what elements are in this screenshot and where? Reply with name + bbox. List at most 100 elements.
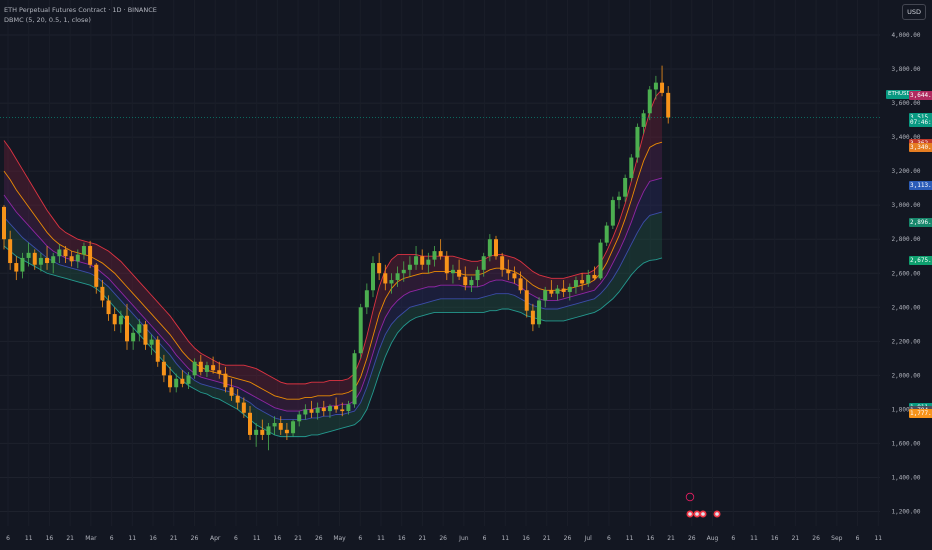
candle xyxy=(352,349,357,408)
candle-body xyxy=(653,82,658,90)
candle xyxy=(530,303,535,332)
candle-body xyxy=(69,256,74,262)
candle xyxy=(8,230,13,270)
candle xyxy=(426,252,431,274)
time-axis-label: 11 xyxy=(129,535,137,542)
time-axis-label: 16 xyxy=(647,535,655,542)
candle-body xyxy=(235,395,240,403)
time-axis-label: 26 xyxy=(688,535,696,542)
candle-body xyxy=(604,225,609,243)
candle xyxy=(20,252,25,279)
time-axis-label: 16 xyxy=(522,535,530,542)
candle xyxy=(297,411,302,427)
candle-body xyxy=(580,280,585,284)
candle-body xyxy=(81,246,86,255)
candle xyxy=(660,65,665,97)
earnings-icon-core xyxy=(688,512,692,516)
price-axis-label: 3,400.00 xyxy=(892,134,921,141)
band-line-red xyxy=(3,89,663,385)
candle-body xyxy=(623,177,628,197)
time-axis-label: 11 xyxy=(626,535,634,542)
time-axis-label: Mar xyxy=(85,535,97,542)
candle-body xyxy=(112,314,117,325)
candle xyxy=(340,402,345,417)
candle-body xyxy=(450,269,455,274)
candle xyxy=(364,283,369,315)
candle xyxy=(327,404,332,418)
event-markers[interactable] xyxy=(685,492,721,518)
time-axis-label: 11 xyxy=(750,535,758,542)
time-axis-label: 26 xyxy=(315,535,323,542)
candle xyxy=(57,244,62,264)
candle xyxy=(653,75,658,100)
candle-body xyxy=(518,278,523,291)
candle xyxy=(561,280,566,298)
candle-body xyxy=(204,365,209,372)
candle-body xyxy=(161,361,166,376)
candle-body xyxy=(75,254,80,262)
time-axis-label: 26 xyxy=(439,535,447,542)
candle xyxy=(494,235,498,260)
symbol-title[interactable]: ETH Perpetual Futures Contract · 1D · BI… xyxy=(4,6,157,14)
candle-body xyxy=(358,307,363,354)
time-axis-label: 26 xyxy=(564,535,572,542)
candle xyxy=(414,246,419,270)
candle xyxy=(217,361,222,379)
price-tag: 2,896.90 xyxy=(909,218,932,228)
time-axis-label: 16 xyxy=(46,535,54,542)
time-axis-label: 11 xyxy=(25,535,33,542)
time-axis-label: 21 xyxy=(419,535,427,542)
candle xyxy=(272,416,277,435)
price-axis-label: 4,000.00 xyxy=(892,32,921,39)
candle xyxy=(580,273,585,291)
candle xyxy=(457,259,462,281)
candle xyxy=(38,252,43,272)
candle-body xyxy=(463,276,468,286)
candle-body xyxy=(610,200,615,226)
candle-body xyxy=(444,256,449,274)
candle xyxy=(315,402,320,420)
time-axis-label: 6 xyxy=(483,535,487,542)
candle-body xyxy=(63,249,68,257)
candle xyxy=(248,405,252,441)
candle xyxy=(235,388,240,410)
candle-body xyxy=(297,414,302,422)
band-line-purple xyxy=(3,177,663,412)
candle xyxy=(518,271,523,294)
candle xyxy=(180,370,185,388)
candle-body xyxy=(666,92,671,118)
candle xyxy=(629,154,634,182)
candle xyxy=(481,252,486,277)
candle xyxy=(143,320,148,350)
indicator-title[interactable]: DBMC (5, 20, 0.5, 1, close) xyxy=(4,16,91,24)
candle xyxy=(463,266,468,291)
candle xyxy=(371,256,375,298)
candle-body xyxy=(118,315,123,325)
candle-body xyxy=(2,206,6,240)
candle-body xyxy=(26,252,31,258)
time-axis[interactable]: 6 11 16 21 Mar 6 11 16 21 26 Apr 6 11 16 21 26 May 6 11 16 2… xyxy=(6,535,882,542)
candle-body xyxy=(241,402,246,413)
candle xyxy=(567,283,572,301)
candle xyxy=(118,310,123,333)
candle xyxy=(543,286,548,308)
candle-body xyxy=(592,274,597,279)
candle-body xyxy=(309,409,314,413)
chart-legend: ETH Perpetual Futures Contract · 1D · BI… xyxy=(4,5,157,25)
candle-body xyxy=(266,426,271,435)
candle-body xyxy=(180,378,185,384)
time-axis-label: 21 xyxy=(543,535,551,542)
candle-body xyxy=(284,429,289,434)
candle-body xyxy=(371,263,375,291)
candle-body xyxy=(629,157,634,178)
candle xyxy=(450,264,455,284)
candle xyxy=(241,397,246,418)
candle-body xyxy=(88,246,93,265)
candle-body xyxy=(260,429,265,435)
candle xyxy=(444,251,449,281)
currency-button[interactable]: USD xyxy=(902,4,926,20)
candle-body xyxy=(401,269,406,274)
candle xyxy=(229,378,234,401)
candle-body xyxy=(340,409,345,412)
